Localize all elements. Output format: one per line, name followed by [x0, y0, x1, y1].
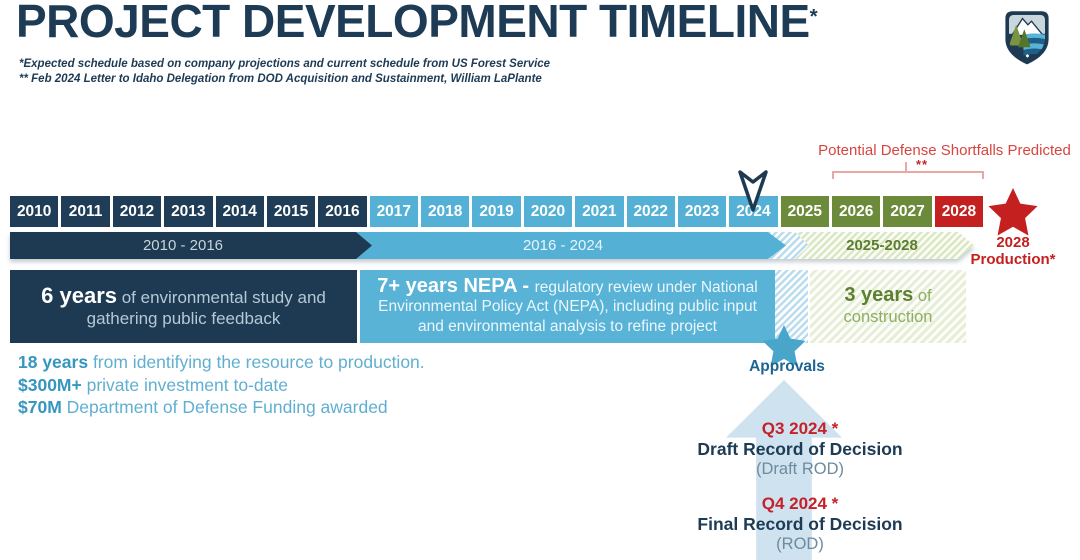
milestone-title: Final Record of Decision: [697, 514, 903, 534]
study-lead: 6 years: [41, 282, 117, 308]
year-cell: 2017: [369, 196, 418, 227]
approvals-label: Approvals: [749, 358, 825, 375]
nepa-range-arrow: 2016 - 2024: [356, 232, 786, 259]
footnote-1: *Expected schedule based on company proj…: [19, 58, 551, 70]
bracket-line: [832, 171, 984, 179]
year-cell: 2014: [215, 196, 264, 227]
production-label: 2028 Production*: [970, 234, 1056, 268]
bracket-tick: [905, 162, 907, 172]
stat-line: $70M Department of Defense Funding award…: [18, 397, 388, 417]
milestone-subtitle: (Draft ROD): [756, 460, 844, 478]
year-cell: 2012: [112, 196, 162, 227]
stats-block: 18 years from identifying the resource t…: [18, 351, 425, 419]
milestone-subtitle: (ROD): [776, 535, 824, 553]
milestone-draft-rod: Q3 2024 * Draft Record of Decision (Draf…: [650, 419, 950, 479]
nepa-lead: 7+ years NEPA -: [377, 274, 535, 297]
page-title: PROJECT DEVELOPMENT TIMELINE*: [16, 0, 818, 47]
year-cell: 2013: [164, 196, 213, 227]
shortfall-bracket: **: [832, 157, 984, 180]
year-cell: 2028: [934, 196, 984, 227]
year-cell: 2023: [677, 196, 727, 227]
nepa-description: regulatory review under National Environ…: [378, 278, 758, 335]
construction-phase-block: 3 years of construction: [810, 270, 966, 343]
year-cell: 2021: [575, 196, 624, 227]
study-description: of environmental study and gathering pub…: [86, 287, 326, 328]
stat-line: 18 years from identifying the resource t…: [18, 352, 425, 372]
production-star-icon: [988, 188, 1038, 241]
chevron-down-marker-icon: [737, 167, 769, 218]
transition-band: [775, 270, 808, 343]
milestone-date: Q4 2024 *: [761, 494, 839, 513]
year-row: 2010 2011 2012 2013 2014 2015 2016 2017 …: [10, 196, 984, 227]
year-cell: 2025: [780, 196, 829, 227]
construction-lead: 3 years: [844, 284, 914, 306]
shortfall-label: Potential Defense Shortfalls Predicted: [818, 142, 1071, 159]
year-cell: 2019: [472, 196, 521, 227]
year-cell: 2010: [10, 196, 59, 227]
year-cell: 2011: [61, 196, 110, 227]
year-cell: 2015: [266, 196, 316, 227]
year-cell: 2027: [883, 196, 932, 227]
mountain-shield-logo-icon: [1000, 5, 1054, 73]
phase-arrow-row: 2025-2028 2016 - 2024 2010 - 2016: [0, 232, 1080, 259]
year-cell: 2020: [523, 196, 573, 227]
milestone-date: Q3 2024 *: [761, 419, 839, 438]
stat-line: $300M+ private investment to-date: [18, 374, 288, 395]
footnotes: *Expected schedule based on company proj…: [19, 57, 550, 86]
footnote-2: ** Feb 2024 Letter to Idaho Delegation f…: [19, 72, 542, 85]
construction-description: of construction: [843, 287, 933, 326]
milestone-title: Draft Record of Decision: [697, 439, 903, 459]
year-cell: 2026: [832, 196, 881, 227]
milestone-final-rod: Q4 2024 * Final Record of Decision (ROD): [650, 494, 950, 554]
title-asterisk: *: [809, 5, 818, 29]
milestones: Q3 2024 * Draft Record of Decision (Draf…: [650, 419, 950, 554]
construction-range-arrow: 2025-2028: [796, 232, 974, 259]
nepa-phase-block: 7+ years NEPA - regulatory review under …: [360, 270, 775, 343]
study-range-arrow: 2010 - 2016: [10, 232, 372, 259]
approvals-star-icon: [762, 325, 806, 372]
year-cell: 2016: [318, 196, 367, 227]
year-cell: 2018: [421, 196, 470, 227]
year-cell: 2022: [626, 196, 675, 227]
shortfall-footnote-ref: **: [916, 157, 929, 172]
study-phase-block: 6 years of environmental study and gathe…: [10, 270, 357, 343]
